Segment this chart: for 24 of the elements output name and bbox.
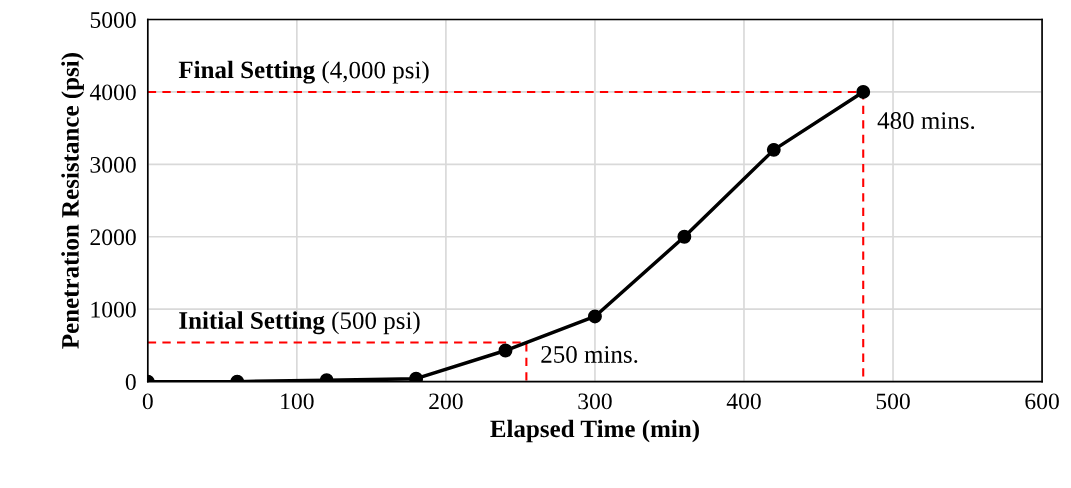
point (766, 142, 781, 157)
annotation: 250 mins. (541, 346, 638, 363)
x-tick-label: 500 (876, 393, 910, 410)
y-tick-label: 0 (125, 374, 136, 391)
point (677, 229, 692, 244)
x-tick-label: 300 (578, 393, 612, 410)
y-tick-label: 5000 (90, 12, 136, 28)
annotation: 480 mins. (877, 112, 975, 130)
point (409, 371, 424, 382)
point (587, 309, 602, 324)
y-tick-label: 1000 (91, 301, 136, 318)
x-tick-label: 0 (142, 393, 153, 410)
y-tick-label: 4000 (89, 84, 136, 101)
point (856, 84, 871, 99)
x-tick-label: 200 (429, 393, 463, 410)
x-tick-label: 400 (726, 393, 761, 410)
x-tick-label: 600 (1025, 393, 1059, 410)
y-axis-title: Penetration Resistance (psi) (61, 53, 84, 349)
x-tick-label: 100 (281, 393, 314, 410)
x-axis-title: Elapsed Time (min) (490, 419, 699, 443)
y-tick-label: 2000 (90, 229, 136, 246)
annotation: Final Setting (4,000 psi) (178, 60, 429, 84)
y-tick-label: 3000 (90, 156, 136, 173)
annotation: Initial Setting (500 psi) (179, 311, 420, 335)
